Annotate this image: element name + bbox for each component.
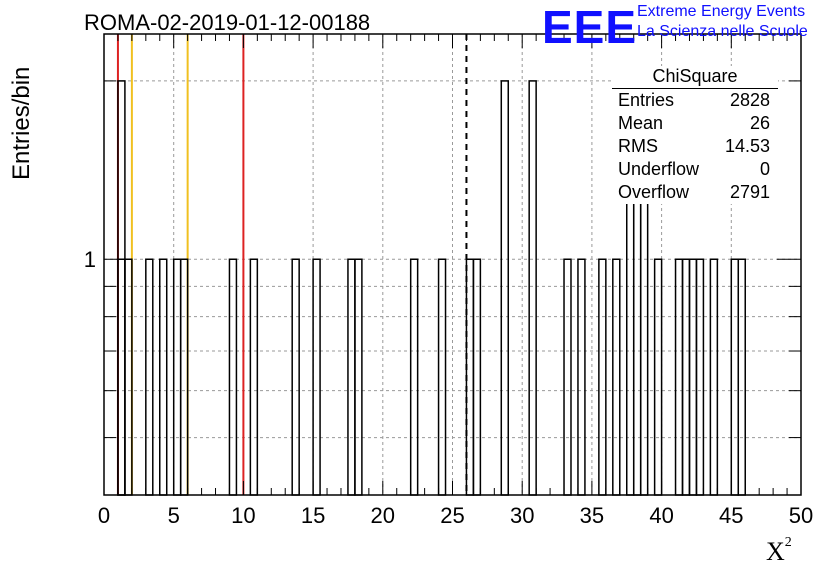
x-tick-label: 15 xyxy=(301,503,325,528)
histogram-bar xyxy=(709,258,719,496)
x-axis-label-text: X xyxy=(766,537,785,566)
stats-box-title: ChiSquare xyxy=(612,66,778,89)
histogram-bar xyxy=(117,80,126,496)
stats-row: Overflow 2791 xyxy=(612,181,778,204)
histogram-bar xyxy=(688,258,698,496)
histogram-bar xyxy=(695,258,705,496)
stats-row: Entries 2828 xyxy=(612,89,778,112)
stats-row: Mean 26 xyxy=(612,112,778,135)
y-axis-label-text: Entries/bin xyxy=(8,66,35,180)
stats-box: ChiSquare Entries 2828 Mean 26 RMS 14.53 Un… xyxy=(612,66,778,204)
x-tick-label: 45 xyxy=(719,503,743,528)
x-tick-label: 20 xyxy=(371,503,395,528)
histogram-bar xyxy=(117,258,126,496)
histogram-bar xyxy=(354,258,363,496)
histogram-bar xyxy=(228,258,238,496)
y-tick-label: 1 xyxy=(84,247,96,272)
stats-value: 26 xyxy=(749,113,770,133)
histogram-bar xyxy=(437,258,447,496)
histogram-bar xyxy=(563,258,572,496)
histogram-bar xyxy=(598,258,607,496)
x-tick-label: 10 xyxy=(231,503,255,528)
histogram-bar xyxy=(249,258,259,496)
histogram-bar xyxy=(347,258,356,496)
stats-row: RMS 14.53 xyxy=(612,135,778,158)
stats-label: Underflow xyxy=(618,159,700,179)
x-tick-label: 25 xyxy=(440,503,464,528)
histogram-bar xyxy=(653,258,663,496)
x-tick-label: 35 xyxy=(580,503,604,528)
histogram-bar xyxy=(465,258,475,496)
y-axis-label: Entries/bin xyxy=(8,67,36,180)
histogram-bar xyxy=(577,258,586,496)
x-axis-label-superscript: 2 xyxy=(784,535,792,550)
histogram-bar xyxy=(737,258,746,496)
stats-row: Underflow 0 xyxy=(612,158,778,181)
x-tick-label: 40 xyxy=(649,503,673,528)
stats-value: 14.53 xyxy=(724,136,770,156)
histogram-bar xyxy=(528,80,537,496)
stats-value: 2791 xyxy=(729,182,770,202)
histogram-bar xyxy=(500,80,510,496)
x-tick-label: 30 xyxy=(510,503,534,528)
histogram-bar xyxy=(291,258,300,496)
logo-subtitle-2: La Scienza nelle Scuole xyxy=(637,23,808,40)
stats-label: Entries xyxy=(618,90,675,110)
eee-logo: EEE xyxy=(542,1,638,53)
stats-value: 0 xyxy=(759,159,770,179)
histogram-bar xyxy=(612,258,621,496)
x-tick-label: 0 xyxy=(98,503,110,528)
histogram-bar xyxy=(179,258,189,496)
logo-subtitle-1: Extreme Energy Events xyxy=(637,3,806,20)
histogram-bar xyxy=(172,258,182,496)
histogram-bar xyxy=(159,258,168,496)
stats-label: Overflow xyxy=(618,182,690,202)
histogram-bar xyxy=(681,258,691,496)
x-axis-label: X2 xyxy=(766,535,792,567)
histogram-bar xyxy=(472,258,482,496)
histogram-bar xyxy=(312,258,321,496)
histogram-bar xyxy=(145,258,154,496)
x-tick-label: 5 xyxy=(168,503,180,528)
tick-labels: 0 5 10 15 20 25 30 35 40 45 50 1 xyxy=(84,247,813,528)
stats-label: RMS xyxy=(618,136,658,156)
histogram-bar xyxy=(409,258,419,496)
histogram-bar xyxy=(730,258,740,496)
x-tick-label: 50 xyxy=(789,503,813,528)
chart-title: ROMA-02-2019-01-12-00188 xyxy=(84,10,371,35)
stats-label: Mean xyxy=(618,113,664,133)
stats-value: 2828 xyxy=(729,90,770,110)
axis-ticks xyxy=(103,34,802,496)
histogram-bar xyxy=(124,258,133,496)
histogram-bar xyxy=(674,258,684,496)
